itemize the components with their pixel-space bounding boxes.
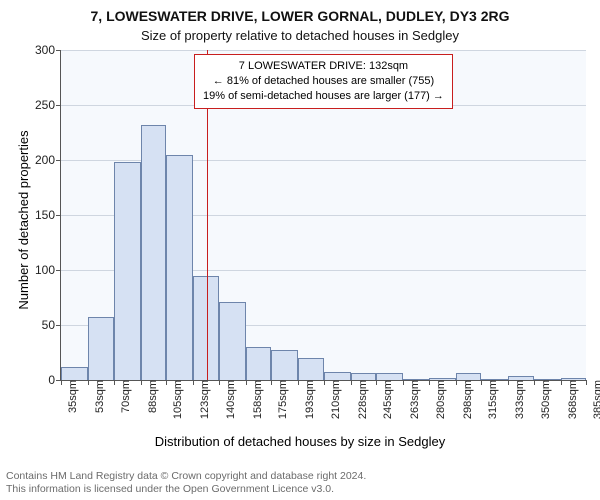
x-tick-label: 263sqm [403, 380, 421, 419]
x-tick-label: 315sqm [481, 380, 499, 419]
histogram-bar [456, 373, 482, 380]
gridline-h [61, 50, 586, 51]
x-axis-label: Distribution of detached houses by size … [0, 434, 600, 449]
annotation-line: 19% of semi-detached houses are larger (… [203, 89, 444, 104]
histogram-bar [271, 350, 298, 380]
annotation-line: ← 81% of detached houses are smaller (75… [203, 74, 444, 89]
x-tick-label: 53sqm [88, 380, 106, 413]
footer-line-2: This information is licensed under the O… [6, 483, 366, 496]
annotation-box: 7 LOWESWATER DRIVE: 132sqm← 81% of detac… [194, 54, 453, 109]
histogram-bar [351, 373, 377, 380]
y-tick-label: 200 [35, 153, 61, 167]
y-tick-label: 50 [42, 318, 61, 332]
x-tick-label: 350sqm [534, 380, 552, 419]
annotation-line: 7 LOWESWATER DRIVE: 132sqm [203, 59, 444, 74]
histogram-bar [114, 162, 141, 380]
y-tick-label: 300 [35, 43, 61, 57]
y-tick-label: 250 [35, 98, 61, 112]
y-tick-label: 150 [35, 208, 61, 222]
attribution-footer: Contains HM Land Registry data © Crown c… [6, 470, 366, 496]
x-tick-label: 385sqm [586, 380, 600, 419]
histogram-bar [166, 155, 193, 381]
x-tick-label: 88sqm [141, 380, 159, 413]
x-tick-label: 210sqm [324, 380, 342, 419]
y-tick-label: 0 [48, 373, 61, 387]
plot-area: 05010015020025030035sqm53sqm70sqm88sqm10… [60, 50, 586, 381]
histogram-bar [376, 373, 403, 380]
histogram-bar [61, 367, 88, 380]
histogram-bar [219, 302, 246, 380]
x-tick-label: 70sqm [114, 380, 132, 413]
histogram-bar [298, 358, 324, 380]
chart-title: 7, LOWESWATER DRIVE, LOWER GORNAL, DUDLE… [0, 8, 600, 24]
footer-line-1: Contains HM Land Registry data © Crown c… [6, 470, 366, 483]
x-tick-label: 140sqm [219, 380, 237, 419]
x-tick-label: 228sqm [351, 380, 369, 419]
chart-container: 7, LOWESWATER DRIVE, LOWER GORNAL, DUDLE… [0, 0, 600, 500]
x-tick-label: 368sqm [561, 380, 579, 419]
x-tick-label: 158sqm [246, 380, 264, 419]
histogram-bar [246, 347, 272, 380]
histogram-bar [324, 372, 351, 380]
x-tick-label: 280sqm [429, 380, 447, 419]
x-tick-label: 193sqm [298, 380, 316, 419]
x-tick-label: 105sqm [166, 380, 184, 419]
histogram-bar [141, 125, 167, 380]
x-tick-label: 35sqm [61, 380, 79, 413]
x-tick-label: 123sqm [193, 380, 211, 419]
histogram-bar [88, 317, 114, 380]
x-tick-label: 175sqm [271, 380, 289, 419]
y-axis-label: Number of detached properties [16, 70, 31, 370]
chart-subtitle: Size of property relative to detached ho… [0, 28, 600, 43]
y-tick-label: 100 [35, 263, 61, 277]
x-tick-label: 298sqm [456, 380, 474, 419]
x-tick-label: 245sqm [376, 380, 394, 419]
x-tick-label: 333sqm [508, 380, 526, 419]
